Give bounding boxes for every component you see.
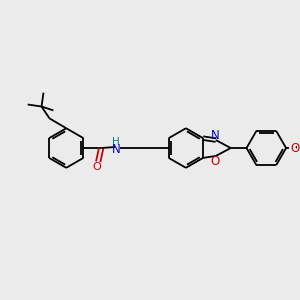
Text: N: N [112, 142, 120, 155]
Text: O: O [93, 162, 102, 172]
Text: N: N [211, 129, 219, 142]
Text: O: O [210, 155, 220, 168]
Text: O: O [290, 142, 299, 154]
Text: H: H [112, 137, 120, 147]
